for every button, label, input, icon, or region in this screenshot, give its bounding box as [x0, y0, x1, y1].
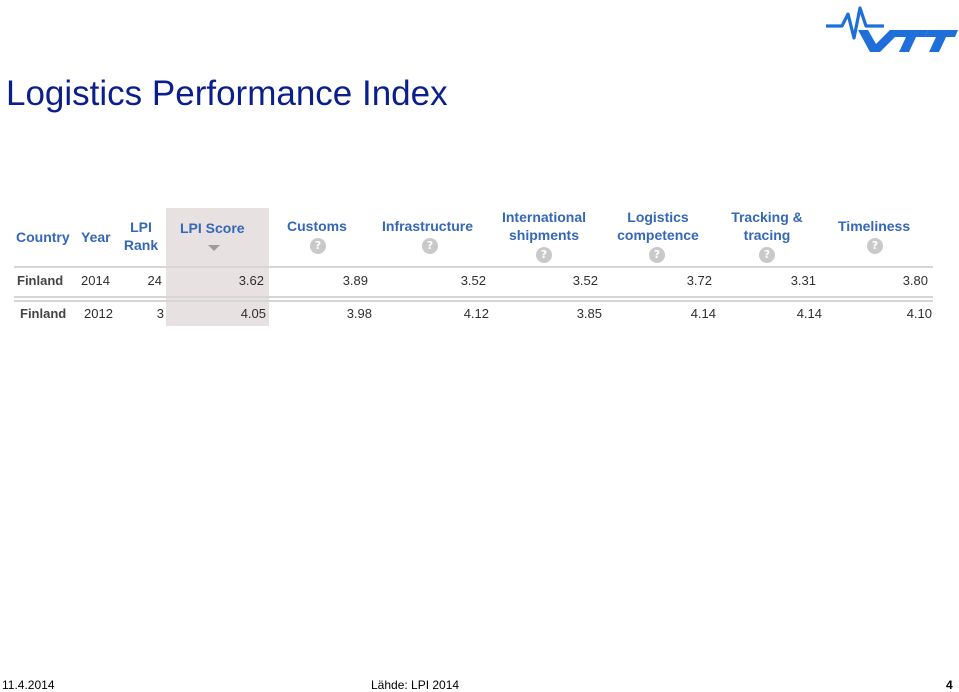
- cell-infrastructure: 4.12: [463, 306, 489, 321]
- row-divider-2: [14, 300, 933, 302]
- header-lpi-score[interactable]: LPI Score: [180, 220, 245, 236]
- header-track-line2: tracing: [743, 227, 791, 243]
- header-infrastructure[interactable]: Infrastructure: [382, 218, 474, 234]
- customs-help-icon[interactable]: ?: [310, 238, 326, 254]
- cell-infrastructure: 3.52: [460, 273, 486, 288]
- cell-rank: 24: [147, 273, 162, 288]
- header-divider: [14, 266, 933, 268]
- infrastructure-help-icon[interactable]: ?: [422, 238, 438, 254]
- header-customs[interactable]: Customs: [287, 218, 347, 234]
- logo-letter-t2: [925, 30, 958, 52]
- cell-customs: 3.89: [342, 273, 368, 288]
- cell-tracking-tracing: 4.14: [796, 306, 822, 321]
- header-international-shipments[interactable]: International shipments: [498, 208, 590, 244]
- header-track-line1: Tracking &: [731, 209, 803, 225]
- cell-timeliness: 4.10: [906, 306, 932, 321]
- row-divider: [14, 296, 933, 298]
- footer-source: Lähde: LPI 2014: [371, 678, 460, 692]
- header-lpi-rank-line1: LPI: [130, 219, 152, 235]
- cell-country: Finland: [20, 306, 67, 321]
- timeliness-help-icon[interactable]: ?: [867, 238, 883, 254]
- footer-date: 11.4.2014: [2, 678, 55, 692]
- header-timeliness[interactable]: Timeliness: [838, 218, 911, 234]
- header-intl-line2: shipments: [508, 227, 579, 243]
- cell-score: 3.62: [238, 273, 264, 288]
- header-lpi-rank-line2: Rank: [123, 237, 159, 253]
- cell-logistics-competence: 4.14: [690, 306, 716, 321]
- cell-customs: 3.98: [346, 306, 372, 321]
- logistics-competence-help-icon[interactable]: ?: [649, 247, 665, 263]
- cell-score: 4.05: [240, 306, 266, 321]
- header-year[interactable]: Year: [81, 229, 111, 245]
- vtt-logo: [826, 6, 958, 52]
- international-shipments-help-icon[interactable]: ?: [536, 247, 552, 263]
- header-logcomp-line1: Logistics: [627, 209, 689, 225]
- tracking-tracing-help-icon[interactable]: ?: [759, 247, 775, 263]
- cell-international-shipments: 3.85: [576, 306, 602, 321]
- cell-tracking-tracing: 3.31: [790, 273, 816, 288]
- cell-country: Finland: [17, 273, 64, 288]
- slide-title: Logistics Performance Index: [6, 74, 448, 113]
- header-country[interactable]: Country: [16, 229, 70, 245]
- page-number: 4: [946, 678, 953, 692]
- header-logistics-competence[interactable]: Logistics competence: [612, 208, 704, 244]
- cell-year: 2012: [84, 306, 113, 321]
- header-logcomp-line2: competence: [617, 227, 699, 243]
- cell-year: 2014: [81, 273, 110, 288]
- cell-rank: 3: [156, 306, 164, 321]
- header-lpi-rank[interactable]: LPI Rank: [120, 218, 162, 254]
- cell-logistics-competence: 3.72: [686, 273, 712, 288]
- logo-letter-v: [858, 30, 902, 52]
- logo-pulse-line: [826, 6, 884, 40]
- sort-descending-icon[interactable]: [208, 245, 220, 251]
- cell-timeliness: 3.80: [902, 273, 928, 288]
- header-tracking-tracing[interactable]: Tracking & tracing: [724, 208, 810, 244]
- header-intl-line1: International: [501, 209, 586, 225]
- logo-letter-t1: [895, 30, 928, 52]
- cell-international-shipments: 3.52: [572, 273, 598, 288]
